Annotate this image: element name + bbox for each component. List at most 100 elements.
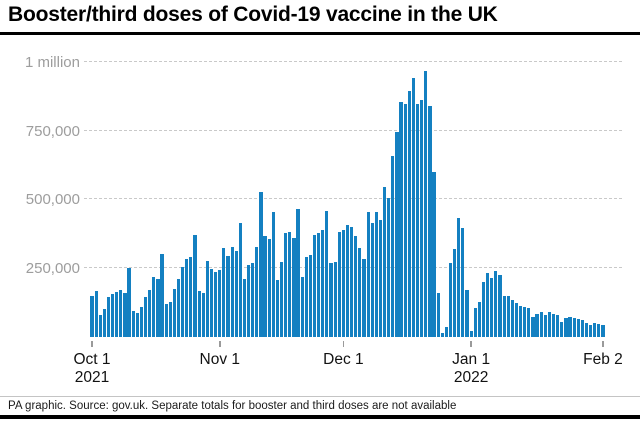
bar-day-65 [358, 248, 362, 337]
bar-day-27 [201, 292, 205, 337]
bar-day-49 [292, 238, 296, 337]
y-tick-label: 250,000 [25, 260, 80, 278]
x-tick-label: Dec 1 [323, 351, 364, 368]
bar-day-78 [411, 78, 416, 337]
bar-day-34 [230, 246, 234, 337]
bar-day-52 [304, 256, 308, 337]
bar-day-123 [597, 324, 601, 337]
y-gridline [84, 129, 622, 131]
bar-day-109 [539, 311, 543, 337]
bar-day-64 [354, 235, 358, 337]
bar-day-9 [127, 268, 131, 337]
bar-day-37 [242, 279, 247, 337]
bar-day-83 [432, 171, 436, 337]
bar-day-17 [160, 253, 164, 337]
bar-day-12 [139, 306, 144, 337]
bar-day-81 [424, 71, 428, 337]
bar-day-62 [345, 224, 350, 337]
x-tick [342, 341, 345, 347]
bar-day-96 [486, 273, 490, 337]
bar-day-86 [444, 327, 448, 337]
bar-day-20 [172, 289, 176, 337]
bar-day-48 [288, 231, 292, 337]
bar-day-118 [576, 319, 580, 337]
bar-day-94 [477, 301, 481, 337]
chart-title: Booster/third doses of Covid-19 vaccine … [8, 3, 498, 26]
bar-day-59 [333, 261, 337, 337]
bar-day-69 [374, 211, 378, 337]
bar-day-19 [168, 301, 172, 337]
bar-day-3 [102, 308, 106, 337]
bar-day-55 [317, 233, 321, 337]
bar-day-115 [564, 318, 568, 337]
bar-day-67 [366, 211, 370, 337]
bar-day-70 [378, 220, 383, 337]
x-tick [470, 341, 472, 347]
bar-day-50 [296, 209, 300, 337]
bar-day-13 [143, 296, 148, 337]
bar-day-26 [197, 290, 201, 337]
bar-day-90 [461, 227, 465, 337]
bar-day-40 [255, 246, 259, 337]
y-gridline [84, 198, 622, 200]
bar-day-108 [535, 313, 539, 337]
bar-day-32 [222, 248, 226, 337]
x-tick-label: Feb 2 [583, 351, 623, 368]
bar-day-2 [98, 314, 102, 337]
x-tick-label: Jan 1 2022 [452, 351, 491, 386]
bar-day-18 [164, 303, 168, 337]
footer-rule-bottom [0, 415, 640, 419]
bar-day-44 [271, 211, 275, 337]
bar-day-100 [502, 296, 506, 337]
bar-day-111 [547, 312, 552, 337]
bar-day-102 [510, 300, 514, 337]
bar-day-74 [395, 131, 399, 337]
footer-rule-top [0, 396, 640, 397]
x-tick [219, 341, 221, 347]
y-tick-label: 1 million [24, 53, 80, 71]
bar-day-21 [176, 279, 181, 337]
x-tick-label: Nov 1 [199, 351, 241, 368]
y-tick-label: 500,000 [25, 191, 80, 209]
bar-day-119 [580, 319, 584, 337]
y-gridline [84, 60, 622, 62]
bar-day-85 [440, 332, 444, 337]
bar-day-89 [457, 217, 461, 337]
bar-day-22 [181, 266, 185, 337]
bar-day-79 [415, 104, 420, 337]
bar-day-5 [111, 294, 115, 337]
bar-day-57 [325, 210, 329, 337]
bar-day-58 [329, 263, 333, 337]
bar-day-107 [531, 317, 535, 337]
bar-day-73 [391, 156, 395, 337]
bar-day-33 [226, 256, 230, 337]
bar-day-116 [568, 316, 572, 337]
bar-day-92 [469, 331, 473, 337]
bar-day-0 [90, 295, 94, 337]
bar-day-82 [428, 105, 432, 337]
x-tick [91, 341, 93, 347]
bar-day-120 [584, 323, 589, 337]
bar-day-10 [131, 310, 135, 337]
bar-day-24 [189, 257, 193, 337]
bar-day-30 [214, 271, 218, 337]
bar-day-101 [506, 295, 510, 337]
bar-day-66 [362, 259, 366, 337]
bar-day-4 [106, 296, 111, 337]
bar-day-91 [465, 290, 469, 337]
bar-day-45 [275, 280, 280, 337]
bar-day-51 [300, 276, 304, 337]
bar-day-97 [490, 277, 494, 337]
bar-day-76 [403, 104, 407, 337]
bar-day-25 [193, 234, 197, 337]
bar-day-47 [284, 233, 288, 337]
bar-day-56 [321, 229, 325, 337]
bar-day-99 [498, 275, 502, 337]
bar-day-77 [407, 90, 411, 337]
bar-day-31 [218, 270, 222, 337]
bar-day-121 [589, 324, 593, 337]
bar-day-122 [593, 323, 597, 337]
bar-day-6 [115, 291, 119, 337]
bar-day-104 [518, 305, 523, 337]
